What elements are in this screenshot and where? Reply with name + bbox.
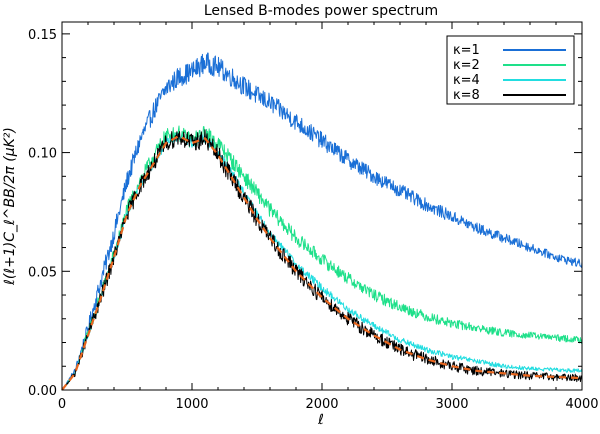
chart-title: Lensed B-modes power spectrum — [204, 3, 438, 19]
x-tick-label: 4000 — [565, 397, 598, 412]
legend-label-1: κ=2 — [453, 58, 480, 73]
series-layer — [61, 52, 583, 391]
y-tick-label: 0.15 — [28, 28, 57, 43]
legend-label-2: κ=4 — [453, 73, 480, 88]
series-line-κ=2 — [61, 125, 583, 391]
x-tick-label: 0 — [58, 397, 66, 412]
y-axis-title: ℓ(ℓ+1)C_ℓ^BB/2π (μK²) — [2, 127, 18, 286]
legend: κ=1κ=2κ=4κ=8 — [446, 35, 575, 105]
y-tick-label: 0.00 — [28, 384, 57, 399]
y-tick-label: 0.05 — [28, 265, 57, 280]
x-tick-label: 2000 — [305, 397, 338, 412]
legend-label-3: κ=8 — [453, 88, 480, 103]
y-axis: 0.00 0.05 0.10 0.15 — [28, 28, 582, 399]
x-tick-label: 3000 — [435, 397, 468, 412]
x-tick-label: 1000 — [175, 397, 208, 412]
legend-box — [446, 35, 575, 105]
y-tick-label: 0.10 — [28, 147, 57, 162]
legend-label-0: κ=1 — [453, 43, 480, 58]
series-line-κ=1 — [61, 52, 583, 391]
x-axis-title: ℓ — [317, 412, 324, 428]
series-line-κ=8 — [61, 129, 583, 391]
x-axis: 0 1000 2000 3000 4000 — [58, 22, 599, 412]
